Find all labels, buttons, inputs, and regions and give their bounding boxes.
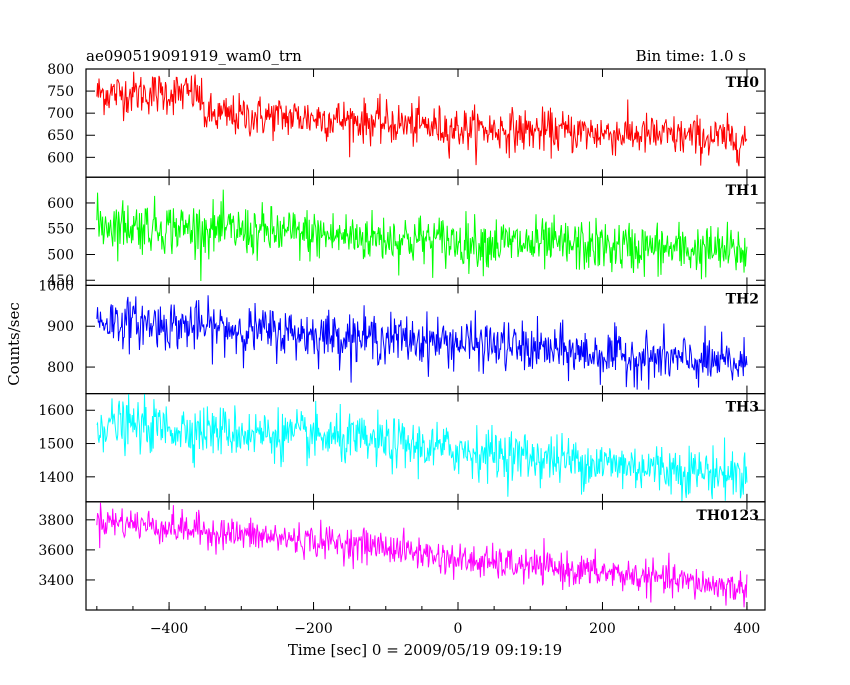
- y-tick-label-th0123-3600: 3600: [38, 543, 74, 559]
- y-tick-label-th2-1000: 1000: [38, 278, 74, 294]
- x-tick-label-400: 400: [734, 621, 761, 637]
- panel-label-th0: TH0: [726, 75, 760, 91]
- y-tick-label-th3-1600: 1600: [38, 403, 74, 419]
- y-tick-label-th0123-3400: 3400: [38, 573, 74, 589]
- y-tick-label-th3-1400: 1400: [38, 470, 74, 486]
- y-tick-label-th1-450: 450: [47, 273, 74, 289]
- chart-title: ae090519091919_wam0_trn: [86, 47, 302, 65]
- y-tick-label-th1-500: 500: [47, 247, 74, 263]
- series-th1: [96, 189, 748, 281]
- y-tick-label-th3-1500: 1500: [38, 437, 74, 453]
- series-th0: [96, 71, 748, 167]
- x-tick-label--400: −400: [150, 621, 188, 637]
- series-th0123: [96, 502, 748, 608]
- series-th3: [96, 393, 748, 502]
- y-tick-label-th0-600: 600: [47, 150, 74, 166]
- panel-label-th3: TH3: [726, 400, 759, 416]
- y-tick-label-th1-550: 550: [47, 222, 74, 238]
- panel-label-th0123: TH0123: [696, 508, 759, 524]
- y-tick-label-th0-800: 800: [47, 62, 74, 78]
- y-tick-label-th2-800: 800: [47, 360, 74, 376]
- y-tick-label-th0123-3800: 3800: [38, 513, 74, 529]
- y-tick-label-th0-750: 750: [47, 84, 74, 100]
- x-tick-label-200: 200: [589, 621, 616, 637]
- x-axis-title: Time [sec] 0 = 2009/05/19 09:19:19: [288, 641, 562, 659]
- x-tick-label-0: 0: [454, 621, 463, 637]
- panel-label-th1: TH1: [726, 183, 759, 199]
- panel-frame-th3: [85, 393, 766, 503]
- bin-time-label: Bin time: 1.0 s: [636, 47, 746, 65]
- y-tick-label-th1-600: 600: [47, 196, 74, 212]
- y-tick-label-th0-650: 650: [47, 128, 74, 144]
- y-tick-label-th0-700: 700: [47, 106, 74, 122]
- x-tick-label--200: −200: [294, 621, 332, 637]
- panel-label-th2: TH2: [726, 291, 759, 307]
- panel-frame-th0123: [85, 501, 766, 611]
- y-axis-title: Counts/sec: [5, 302, 23, 386]
- y-tick-label-th2-900: 900: [47, 319, 74, 335]
- series-th2: [96, 295, 748, 390]
